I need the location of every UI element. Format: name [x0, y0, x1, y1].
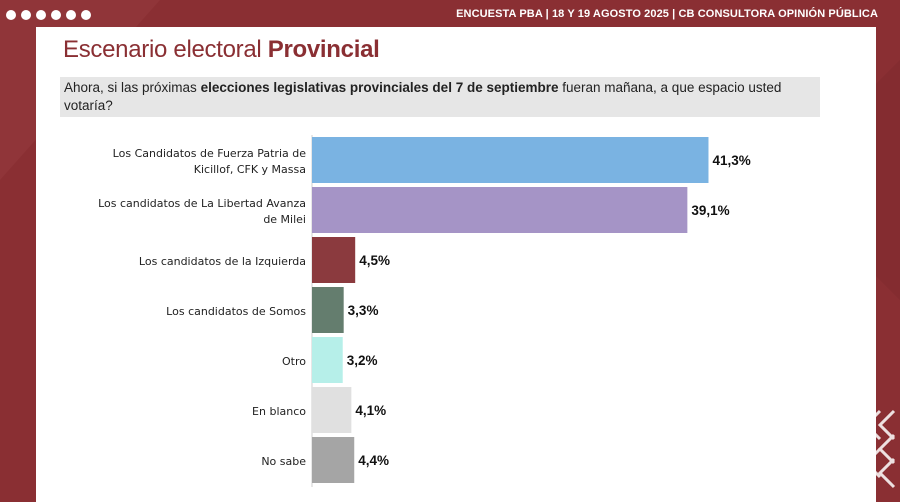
dot-icon — [36, 10, 46, 20]
bar — [312, 337, 343, 383]
question-part1: Ahora, si las próximas — [64, 80, 201, 95]
bar — [312, 287, 344, 333]
category-label: No sabe — [261, 455, 306, 468]
data-label: 39,1% — [691, 203, 729, 218]
dot-icon — [6, 10, 16, 20]
category-label: En blanco — [252, 405, 306, 418]
content-panel: Escenario electoral Provincial Ahora, si… — [36, 27, 876, 502]
bar — [312, 387, 352, 433]
data-label: 4,1% — [355, 403, 386, 418]
category-label: Otro — [282, 355, 306, 368]
data-label: 4,5% — [359, 253, 390, 268]
data-label: 4,4% — [358, 453, 389, 468]
dot-icon — [66, 10, 76, 20]
decorative-dots — [6, 10, 91, 20]
data-label: 41,3% — [712, 153, 750, 168]
data-label: 3,3% — [348, 303, 379, 318]
category-label: Los candidatos de Somos — [166, 305, 306, 318]
dot-icon — [81, 10, 91, 20]
dot-icon — [21, 10, 31, 20]
category-label: Los Candidatos de Fuerza Patria de — [113, 147, 307, 160]
bar — [312, 237, 356, 283]
category-label: de Milei — [263, 213, 306, 226]
bar — [312, 137, 709, 183]
bar — [312, 187, 688, 233]
survey-header: ENCUESTA PBA | 18 Y 19 AGOSTO 2025 | CB … — [456, 8, 878, 20]
category-label: Los candidatos de la Izquierda — [139, 255, 306, 268]
question-part2: fueran mañana, a que espacio usted votar… — [64, 80, 782, 113]
question-text: Ahora, si las próximas elecciones legisl… — [60, 77, 820, 117]
page-title: Escenario electoral Provincial — [63, 36, 380, 64]
title-bold: Provincial — [267, 36, 380, 63]
category-label: Kicillof, CFK y Massa — [194, 163, 306, 176]
dot-icon — [51, 10, 61, 20]
chevron-decoration-icon — [863, 409, 896, 489]
title-prefix: Escenario electoral — [63, 36, 268, 63]
question-bold: elecciones legislativas provinciales del… — [200, 80, 559, 95]
bar-chart: 41,3% Los Candidatos de Fuerza Patria de K… — [98, 135, 751, 487]
bar — [312, 437, 355, 483]
data-label: 3,2% — [347, 353, 378, 368]
category-label: Los candidatos de La Libertad Avanza — [98, 197, 306, 210]
